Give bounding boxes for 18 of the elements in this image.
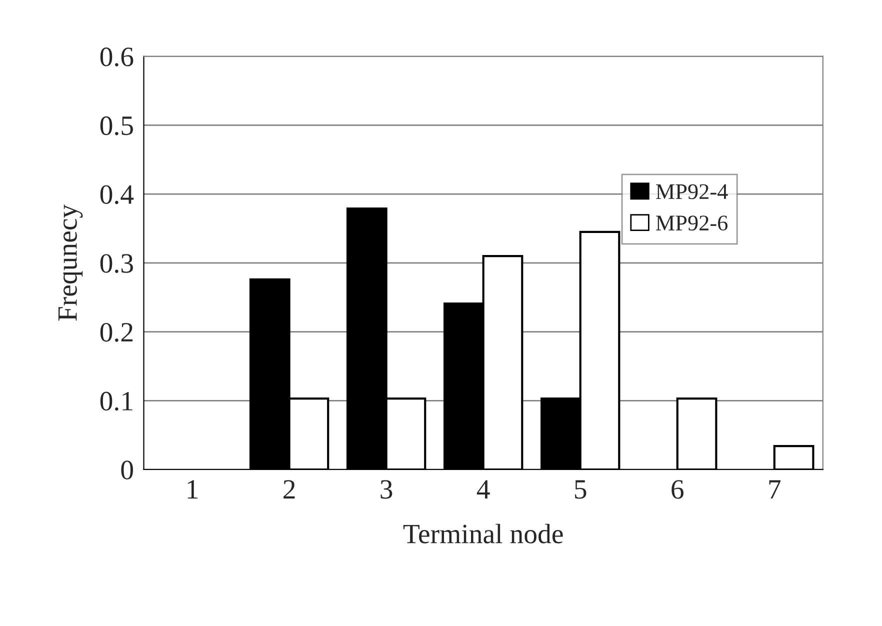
- legend-label: MP92-6: [656, 216, 728, 231]
- y-tick-label: 0.1: [100, 392, 132, 411]
- y-tick-label: 0.4: [100, 185, 134, 204]
- x-tick-label: 1: [188, 480, 198, 498]
- legend-label: MP92-4: [656, 184, 728, 200]
- x-tick-label: 7: [769, 480, 781, 498]
- x-tick-label: 3: [380, 480, 392, 499]
- x-tick-label: 5: [575, 480, 586, 499]
- y-tick-label: 0: [121, 460, 133, 480]
- y-tick-label: 0.3: [100, 254, 133, 273]
- y-tick-label: 0.5: [100, 116, 133, 136]
- x-axis-title: Terminal node: [403, 524, 563, 544]
- y-tick-label: 0.2: [100, 322, 133, 342]
- x-tick-label: 2: [284, 480, 295, 498]
- y-axis-title: Frequnecy: [58, 204, 83, 321]
- x-tick-label: 6: [672, 480, 684, 499]
- x-tick-label: 4: [476, 480, 490, 498]
- y-tick-label: 0.6: [100, 48, 134, 66]
